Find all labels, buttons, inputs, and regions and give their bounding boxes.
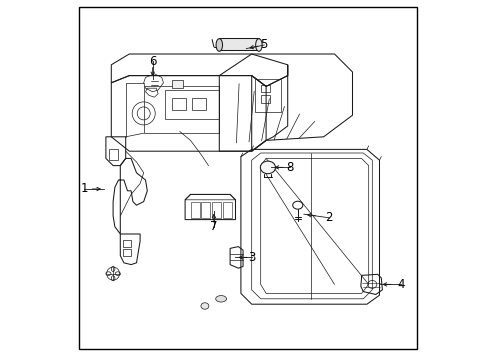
Text: 8: 8 xyxy=(285,161,293,174)
Text: 2: 2 xyxy=(325,211,332,224)
Text: 3: 3 xyxy=(247,251,255,264)
Bar xyxy=(123,249,131,256)
Text: 1: 1 xyxy=(81,183,88,195)
Bar xyxy=(201,202,210,218)
Bar xyxy=(260,95,269,103)
Bar xyxy=(123,240,131,247)
Text: 4: 4 xyxy=(397,278,404,291)
Bar xyxy=(260,85,269,92)
Ellipse shape xyxy=(260,161,275,174)
Bar xyxy=(192,98,205,110)
Text: 5: 5 xyxy=(260,39,267,51)
Bar xyxy=(172,98,186,110)
Ellipse shape xyxy=(201,303,208,309)
Bar xyxy=(190,202,199,218)
Bar xyxy=(219,38,258,50)
Bar xyxy=(212,202,221,218)
Bar xyxy=(172,80,182,88)
Ellipse shape xyxy=(216,39,222,51)
Text: 7: 7 xyxy=(210,220,217,233)
Bar xyxy=(223,202,231,218)
Ellipse shape xyxy=(255,39,262,51)
Bar xyxy=(109,149,118,160)
Ellipse shape xyxy=(215,296,226,302)
Text: 6: 6 xyxy=(149,55,156,68)
